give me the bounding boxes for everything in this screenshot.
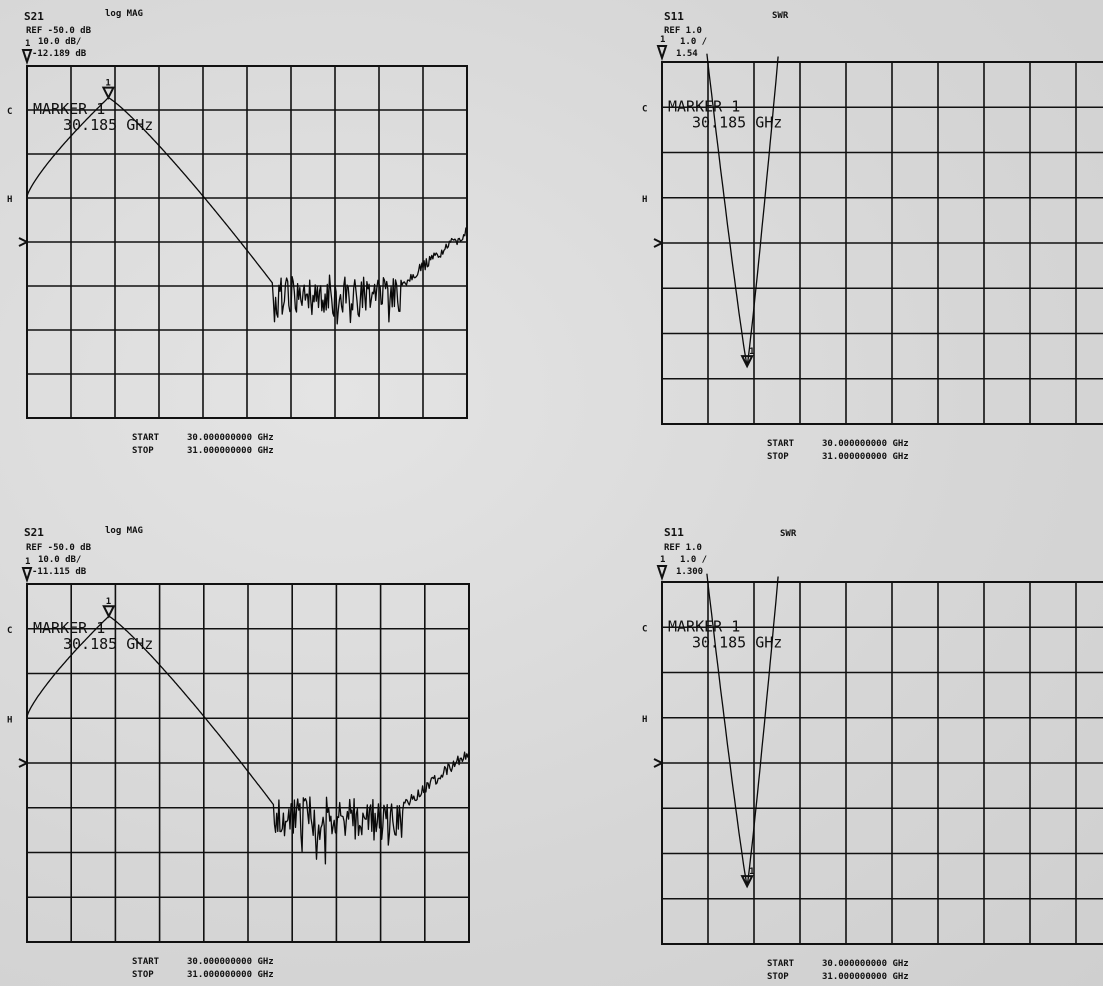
format-label: log MAG (105, 526, 143, 536)
side-label-c: C (642, 624, 647, 634)
stop-value: 31.000000000 GHz (187, 970, 274, 980)
trace-line (706, 573, 779, 887)
reference-number: 1 (660, 35, 665, 45)
scale-label: 1.0 / (680, 37, 708, 47)
side-label-c: C (642, 104, 647, 114)
marker-number: 1 (106, 597, 111, 607)
param-label: S21 (24, 526, 44, 539)
marker-value-label: -11.115 dB (32, 567, 87, 577)
marker-value-label: 1.54 (676, 49, 698, 59)
marker-symbol (740, 875, 754, 889)
marker-number: 1 (105, 79, 110, 89)
ref-label: REF -50.0 dB (26, 543, 92, 553)
start-label: START (132, 957, 160, 967)
marker-number: 1 (749, 867, 754, 877)
stop-value: 31.000000000 GHz (822, 452, 909, 462)
format-label: log MAG (105, 9, 143, 19)
reference-number: 1 (25, 557, 30, 567)
start-value: 30.000000000 GHz (822, 959, 909, 969)
start-value: 30.000000000 GHz (187, 433, 274, 443)
trace-line (26, 615, 470, 865)
side-label-c: C (7, 107, 12, 117)
marker-label: MARKER 1 (668, 617, 740, 635)
start-label: START (132, 433, 160, 443)
param-label: S21 (24, 10, 44, 23)
marker-symbol (102, 605, 116, 619)
marker-symbol (740, 355, 754, 369)
stop-label: STOP (767, 452, 789, 462)
scale-label: 1.0 / (680, 555, 708, 565)
side-label-h: H (7, 195, 12, 205)
axis-mark (18, 758, 30, 768)
scale-label: 10.0 dB/ (38, 555, 82, 565)
marker-label: MARKER 1 (33, 619, 105, 637)
start-label: START (767, 959, 795, 969)
trace-line (26, 97, 468, 325)
start-label: START (767, 439, 795, 449)
marker-frequency: 30.185 GHz (692, 633, 782, 651)
ref-label: REF 1.0 (664, 26, 702, 36)
param-label: S11 (664, 10, 684, 23)
format-label: SWR (780, 529, 797, 539)
stop-value: 31.000000000 GHz (187, 446, 274, 456)
side-label-h: H (642, 195, 647, 205)
axis-mark (18, 237, 30, 247)
reference-pointer (21, 49, 33, 66)
ref-label: REF -50.0 dB (26, 26, 92, 36)
reference-pointer (21, 567, 33, 584)
stop-label: STOP (132, 446, 154, 456)
axis-mark (653, 238, 665, 248)
reference-number: 1 (660, 555, 665, 565)
reference-number: 1 (25, 39, 30, 49)
param-label: S11 (664, 526, 684, 539)
marker-label: MARKER 1 (33, 100, 105, 118)
reference-pointer (656, 565, 668, 582)
marker-value-label: 1.300 (676, 567, 704, 577)
marker-label: MARKER 1 (668, 97, 740, 115)
reference-pointer (656, 45, 668, 62)
stop-label: STOP (767, 972, 789, 982)
marker-value-label: -12.189 dB (32, 49, 87, 59)
marker-symbol (101, 86, 116, 100)
stop-value: 31.000000000 GHz (822, 972, 909, 982)
marker-number: 1 (749, 347, 754, 357)
axis-mark (653, 758, 665, 768)
start-value: 30.000000000 GHz (187, 957, 274, 967)
ref-label: REF 1.0 (664, 543, 702, 553)
trace-line (706, 53, 779, 367)
side-label-h: H (7, 715, 12, 725)
side-label-h: H (642, 715, 647, 725)
stop-label: STOP (132, 970, 154, 980)
start-value: 30.000000000 GHz (822, 439, 909, 449)
scale-label: 10.0 dB/ (38, 37, 82, 47)
side-label-c: C (7, 626, 12, 636)
format-label: SWR (772, 11, 789, 21)
